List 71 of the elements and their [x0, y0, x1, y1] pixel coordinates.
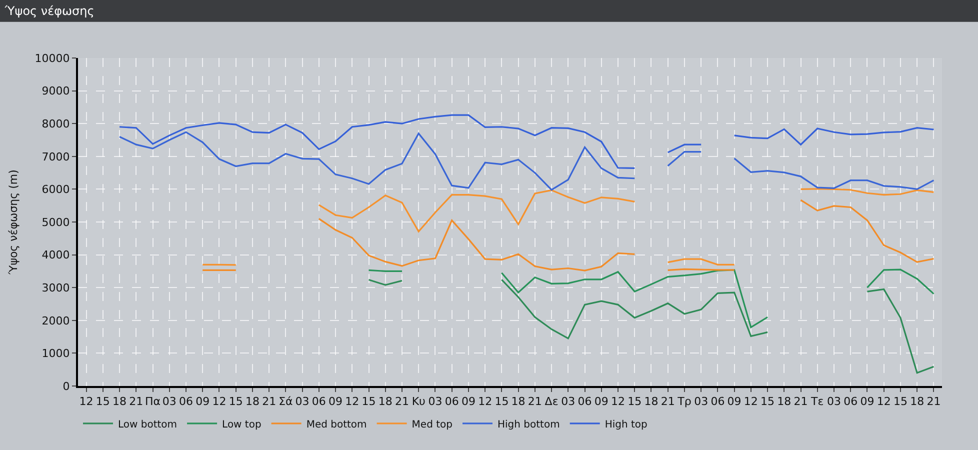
- x-tick-label: Κυ: [412, 395, 426, 408]
- x-tick-label: 12: [212, 395, 226, 408]
- x-tick-label: 03: [295, 395, 310, 408]
- x-tick-label: 06: [710, 395, 725, 408]
- y-tick-label: 10000: [34, 52, 70, 65]
- x-tick-label: 15: [760, 395, 775, 408]
- x-tick-label: 06: [179, 395, 193, 408]
- x-tick-label: 03: [827, 395, 841, 408]
- y-tick-label: 4000: [42, 248, 70, 262]
- y-tick-label: 1000: [42, 347, 70, 360]
- x-tick-label: 21: [528, 395, 542, 408]
- x-tick-label: 15: [228, 395, 243, 408]
- x-tick-label: 03: [694, 395, 708, 408]
- x-tick-label: 18: [511, 395, 526, 408]
- x-tick-label: 09: [594, 395, 608, 408]
- x-tick-label: 12: [876, 395, 891, 408]
- x-tick-label: 09: [727, 395, 742, 408]
- y-tick-label: 3000: [42, 281, 70, 294]
- x-tick-label: 21: [129, 395, 144, 408]
- y-tick-label: 8000: [42, 117, 70, 130]
- y-tick-label: 9000: [42, 84, 70, 98]
- x-tick-label: 15: [96, 395, 110, 408]
- x-tick-label: 21: [395, 395, 409, 408]
- y-tick-label: 5000: [42, 216, 70, 229]
- x-tick-label: 09: [860, 395, 874, 408]
- x-tick-label: 12: [611, 395, 625, 408]
- x-tick-label: 21: [794, 395, 808, 408]
- x-tick-label: 09: [328, 395, 343, 408]
- x-tick-label: Τε: [810, 395, 824, 408]
- x-tick-label: 18: [245, 395, 260, 408]
- x-tick-label: Πα: [145, 395, 161, 408]
- x-tick-label: 09: [196, 395, 210, 408]
- legend-label: Low bottom: [118, 419, 178, 430]
- x-tick-label: 12: [478, 395, 492, 408]
- x-tick-label: 18: [378, 395, 392, 408]
- y-tick-label: 7000: [42, 150, 70, 164]
- x-tick-label: 03: [561, 395, 576, 408]
- x-tick-label: Σά: [278, 395, 293, 408]
- x-tick-label: 12: [79, 395, 94, 408]
- x-tick-label: 06: [444, 395, 459, 408]
- x-tick-label: 06: [844, 395, 858, 408]
- legend-label: High top: [604, 419, 648, 430]
- x-tick-label: Δε: [544, 395, 558, 408]
- legend-label: Low top: [222, 419, 262, 430]
- x-tick-label: 18: [112, 395, 127, 408]
- x-tick-label: 18: [644, 395, 658, 408]
- x-tick-label: 12: [744, 395, 758, 408]
- x-tick-label: Τρ: [676, 395, 692, 408]
- x-tick-label: 03: [162, 395, 176, 408]
- x-tick-label: 15: [893, 395, 908, 408]
- x-tick-label: 15: [628, 395, 642, 408]
- y-tick-label: 6000: [42, 183, 70, 196]
- legend-label: Med top: [412, 419, 452, 430]
- y-tick-label: 2000: [42, 314, 70, 328]
- x-tick-label: 12: [345, 395, 360, 408]
- y-axis-title: Ύψος νέφωσης (m): [6, 170, 20, 276]
- x-tick-label: 18: [777, 395, 792, 408]
- chart-title: Ύψος νέφωσης: [4, 4, 94, 18]
- x-tick-label: 15: [362, 395, 376, 408]
- x-tick-label: 21: [660, 395, 675, 408]
- x-tick-label: 21: [926, 395, 941, 408]
- x-tick-label: 06: [578, 395, 592, 408]
- legend-label: Med bottom: [306, 419, 367, 430]
- y-tick-label: 0: [62, 380, 70, 393]
- legend-label: High bottom: [498, 419, 560, 430]
- x-tick-label: 21: [262, 395, 276, 408]
- x-tick-label: 15: [494, 395, 509, 408]
- x-tick-label: 06: [312, 395, 326, 408]
- x-tick-label: 18: [910, 395, 924, 408]
- x-tick-label: 09: [461, 395, 476, 408]
- x-tick-label: 03: [428, 395, 442, 408]
